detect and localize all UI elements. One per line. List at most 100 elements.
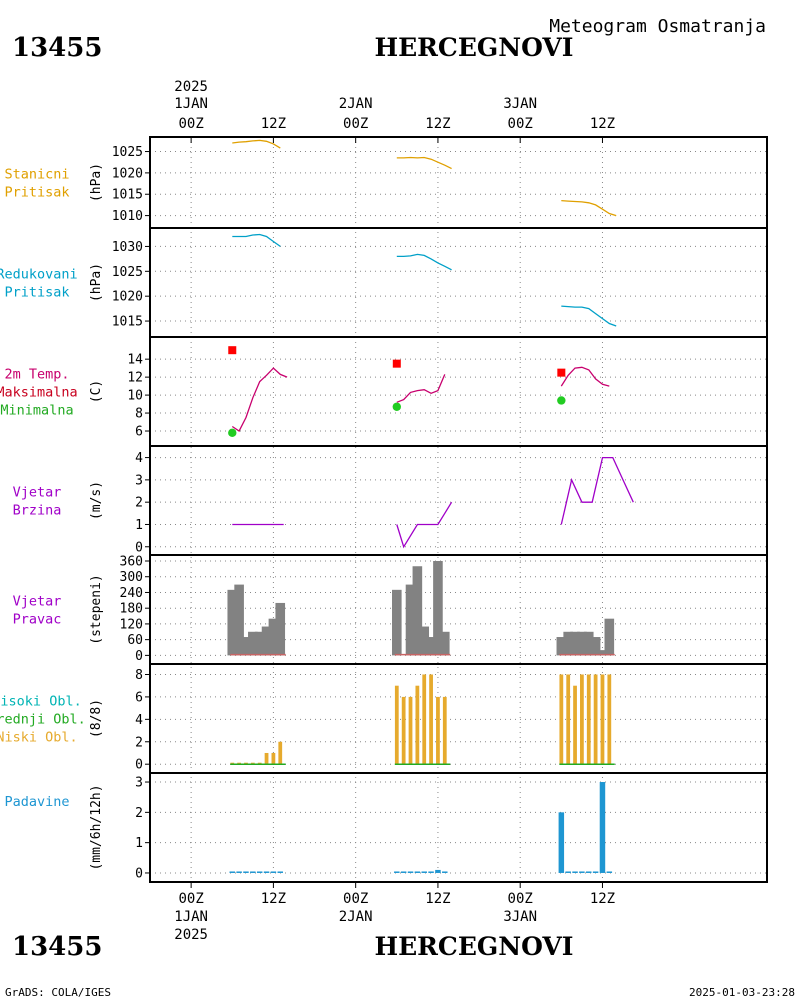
y-tick-label: 0 — [135, 540, 143, 555]
bar-wind-direction — [392, 589, 402, 656]
temp-max-marker — [228, 346, 237, 355]
bar-cloud-cover — [408, 696, 413, 765]
panel-label: Stanicni — [4, 167, 69, 183]
bar-precipitation — [277, 871, 283, 873]
bar-precipitation — [558, 812, 565, 873]
bar-cloud-cover — [401, 696, 406, 765]
panel-unit-label: (C) — [89, 380, 104, 403]
panel-label: Vjetar — [13, 485, 62, 501]
bar-wind-direction — [248, 631, 258, 656]
y-tick-label: 1010 — [112, 209, 143, 224]
series-line-station-pressure — [561, 199, 617, 217]
top-time-label-date: 3JAN — [503, 96, 537, 112]
panel-label: Pritisak — [4, 285, 69, 301]
bar-precipitation — [421, 871, 427, 873]
y-tick-label: 1030 — [112, 240, 143, 255]
bottom-time-label-year: 2025 — [174, 927, 208, 943]
grid-layer — [150, 137, 767, 882]
top-time-label-hour: 12Z — [425, 116, 450, 132]
bar-wind-direction — [433, 561, 443, 656]
panel-label: Minimalna — [0, 403, 73, 419]
y-tick-label: 180 — [120, 602, 143, 617]
bar-precipitation — [243, 871, 249, 873]
bar-wind-direction — [604, 618, 615, 656]
bar-precipitation — [250, 871, 256, 873]
series-line-station-pressure — [396, 156, 452, 170]
bar-cloud-cover — [415, 685, 420, 765]
top-time-label-hour: 00Z — [343, 116, 368, 132]
bar-precipitation — [579, 871, 585, 873]
y-tick-label: 60 — [127, 633, 143, 648]
series-line-temperature — [396, 374, 446, 403]
top-time-label-hour: 00Z — [178, 116, 203, 132]
bar-precipitation — [256, 871, 263, 873]
bar-wind-direction — [268, 618, 279, 656]
bar-wind-direction — [597, 650, 608, 656]
bar-wind-direction — [563, 631, 573, 656]
series-line-station-pressure — [232, 139, 281, 149]
bar-precipitation — [263, 871, 270, 873]
panel-label: Niski Obl. — [0, 730, 78, 746]
bar-wind-direction — [426, 637, 436, 656]
series-line-temperature — [231, 367, 288, 432]
bar-wind-direction — [439, 631, 450, 656]
bar-cloud-cover — [566, 674, 571, 765]
temp-max-marker — [557, 368, 566, 377]
y-tick-label: 1 — [135, 836, 143, 851]
bottom-time-label-hour: 12Z — [590, 891, 615, 907]
bar-cloud-cover — [593, 674, 598, 765]
y-tick-label: 4 — [135, 713, 143, 728]
bar-cloud-cover — [422, 674, 427, 765]
y-tick-label: 0 — [135, 758, 143, 773]
y-tick-label: 120 — [120, 617, 143, 632]
y-tick-label: 6 — [135, 690, 143, 705]
y-tick-label: 360 — [120, 555, 143, 570]
y-tick-label: 14 — [127, 353, 143, 368]
data-layer — [227, 139, 634, 873]
bar-precipitation — [599, 782, 606, 873]
top-time-label-hour: 12Z — [590, 116, 615, 132]
panel-label: 2m Temp. — [4, 367, 69, 383]
bar-precipitation — [270, 871, 277, 873]
bar-cloud-cover — [278, 741, 283, 765]
bar-precipitation — [572, 871, 578, 873]
bar-precipitation — [414, 871, 421, 873]
y-tick-label: 0 — [135, 866, 143, 881]
bar-cloud-cover — [436, 696, 440, 765]
bar-wind-direction — [275, 602, 286, 656]
station-name-bottom: HERCEGNOVI — [374, 932, 573, 961]
panel-label: Brzina — [13, 503, 62, 519]
bar-cloud-cover — [559, 674, 564, 765]
y-tick-label: 3 — [135, 473, 143, 488]
y-tick-label: 1020 — [112, 166, 143, 181]
y-tick-label: 8 — [135, 668, 143, 683]
bar-precipitation — [435, 869, 441, 873]
series-line-reduced-pressure — [561, 305, 617, 327]
y-tick-label: 1015 — [112, 315, 143, 330]
bottom-time-label-date: 1JAN — [174, 909, 208, 925]
series-line-temperature — [560, 366, 610, 387]
series-line-wind-speed — [396, 501, 453, 549]
panel-label: Redukovani — [0, 267, 78, 283]
bar-wind-direction — [590, 637, 601, 656]
bottom-time-label-date: 3JAN — [503, 909, 537, 925]
bar-wind-direction — [241, 637, 251, 656]
bottom-time-label-hour: 00Z — [178, 891, 203, 907]
y-tick-label: 3 — [135, 776, 143, 791]
bottom-time-label-hour: 12Z — [425, 891, 450, 907]
bottom-time-label-hour: 00Z — [343, 891, 368, 907]
temp-min-marker — [557, 396, 566, 405]
bar-precipitation — [565, 871, 571, 873]
bar-cloud-cover — [429, 674, 433, 765]
y-tick-label: 8 — [135, 407, 143, 422]
panel-label: Pravac — [13, 612, 62, 628]
panel-unit-label: (mm/6h/12h) — [89, 784, 104, 870]
bar-wind-direction — [227, 589, 238, 656]
y-tick-label: 4 — [135, 451, 143, 466]
bar-wind-direction — [577, 631, 587, 656]
bar-precipitation — [400, 871, 407, 873]
station-id-bottom: 13455 — [12, 932, 102, 962]
bar-wind-direction — [419, 626, 430, 656]
bar-precipitation — [586, 871, 592, 873]
